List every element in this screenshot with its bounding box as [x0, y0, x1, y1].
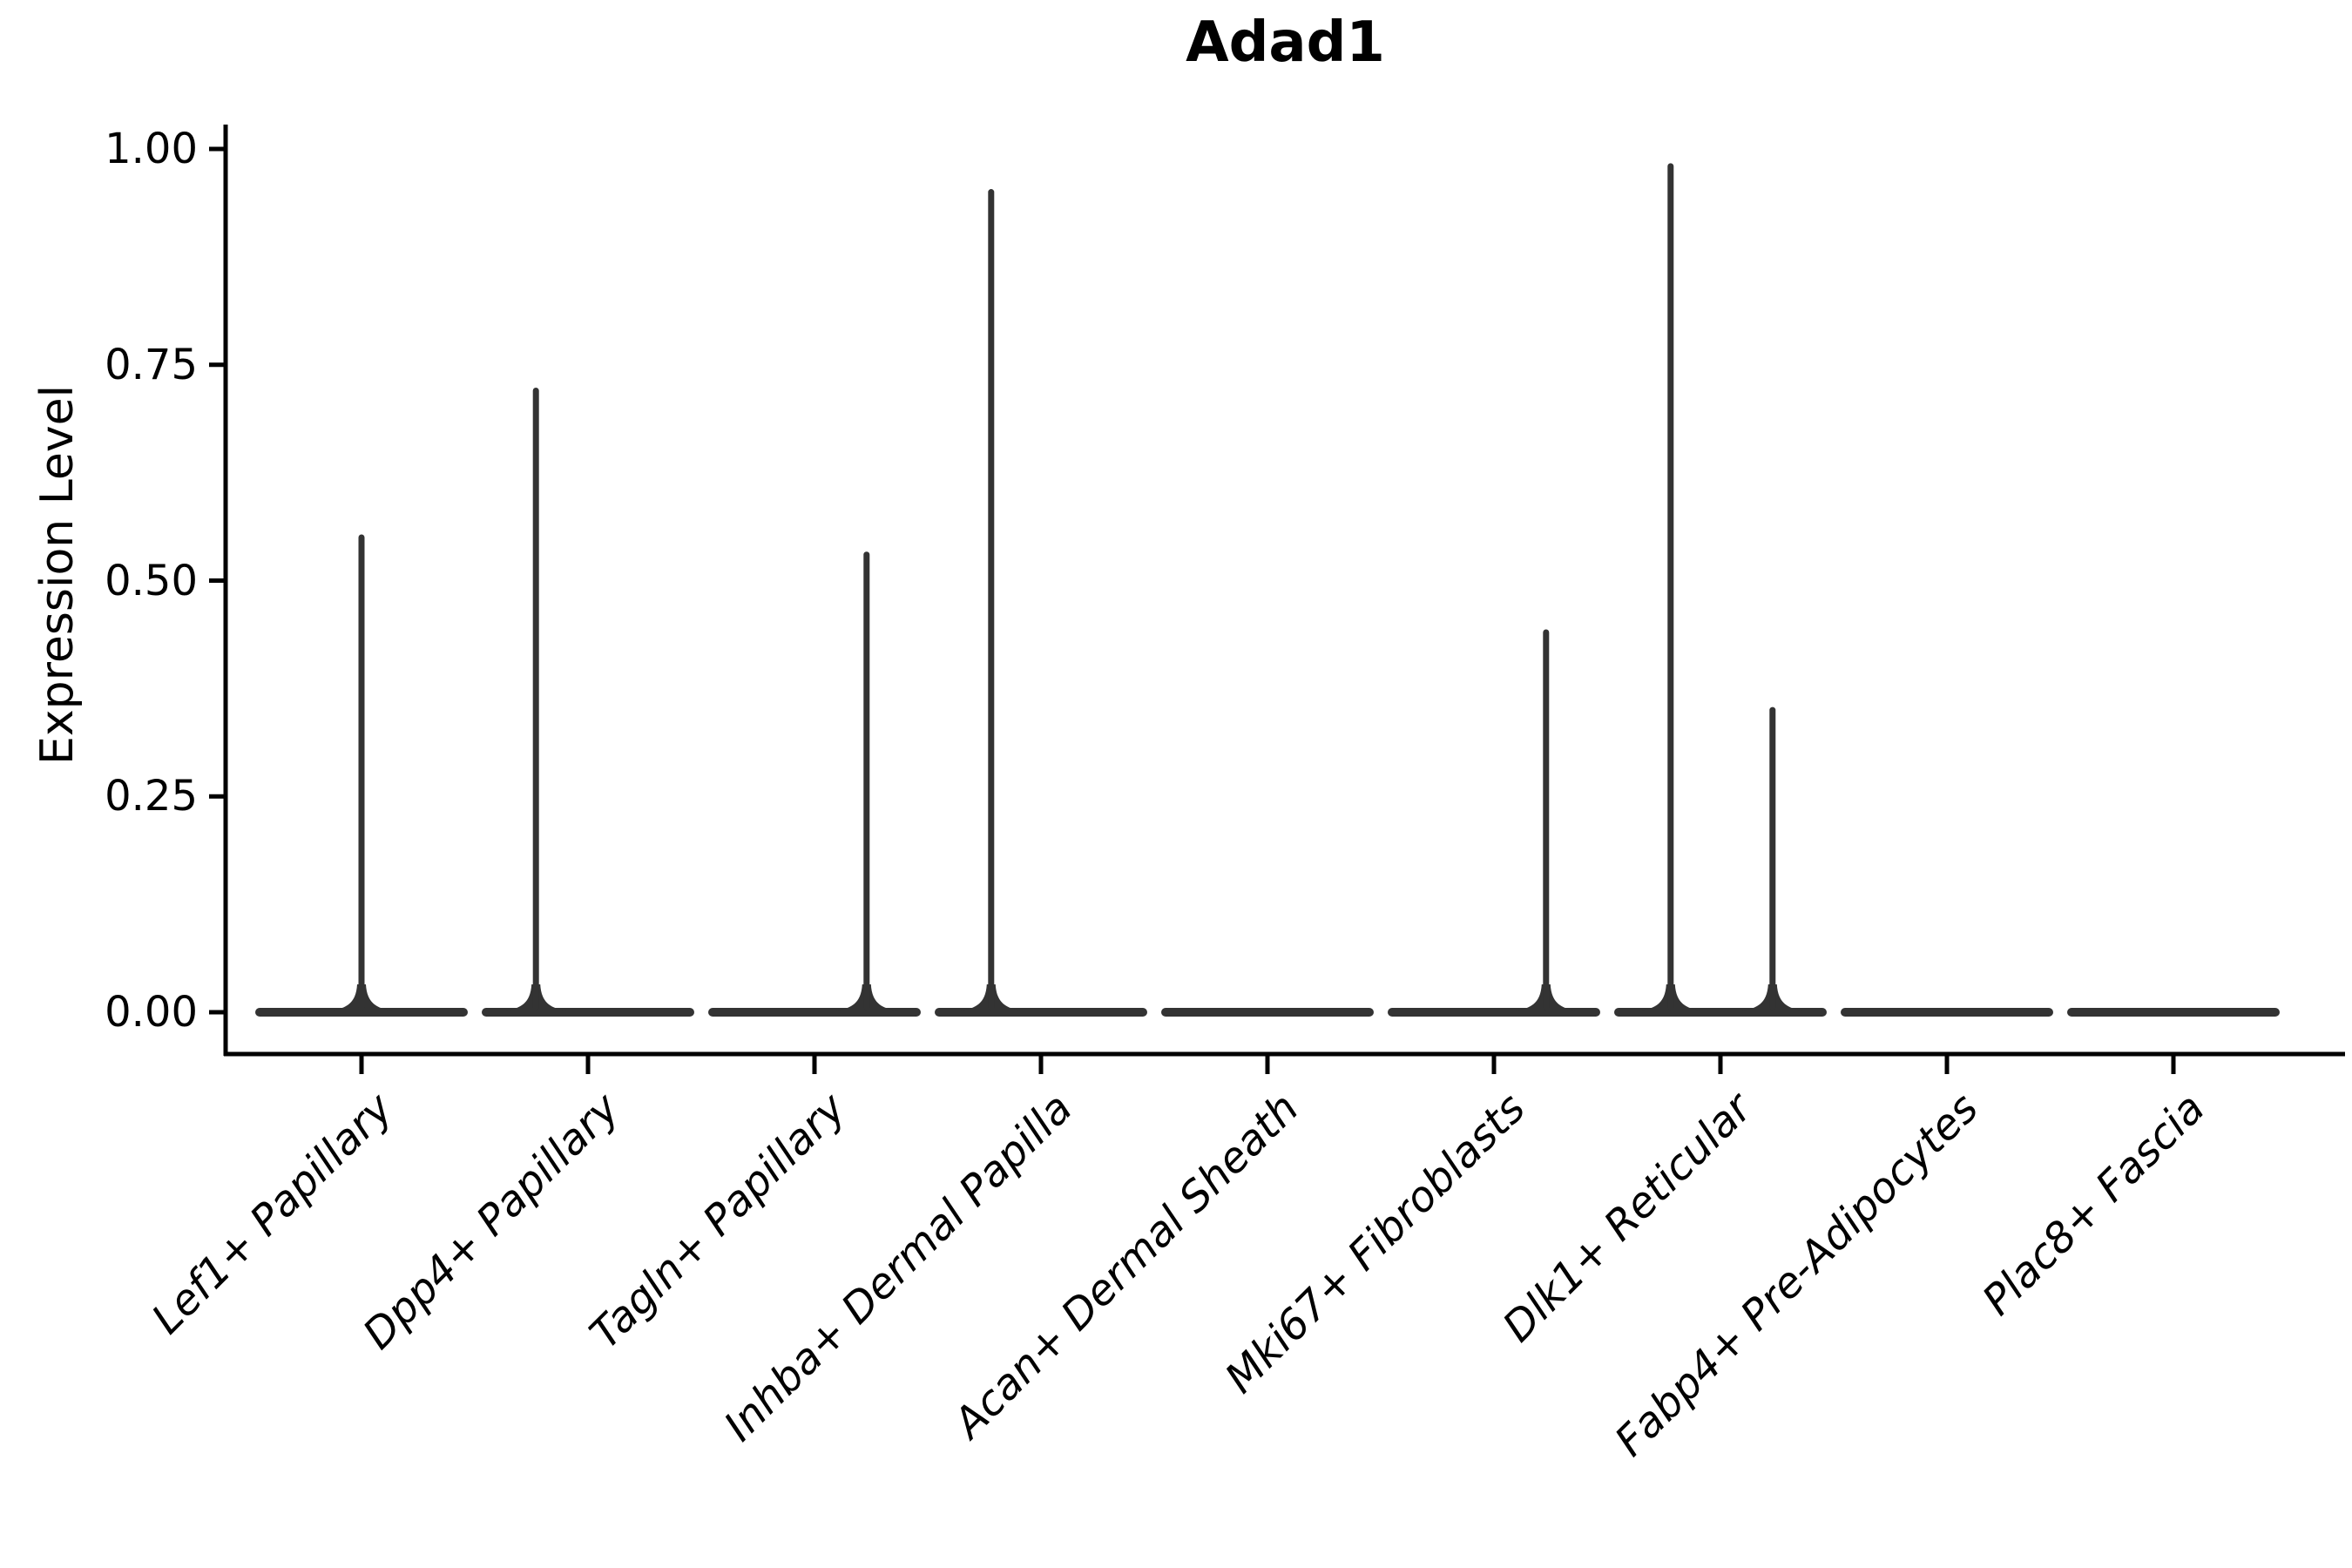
y-tick-label: 0.25 [105, 772, 198, 821]
y-tick-label: 1.00 [105, 125, 198, 173]
y-tick-label: 0.00 [105, 988, 198, 1037]
y-tick-label: 0.50 [105, 556, 198, 605]
chart-title: Adad1 [1186, 10, 1385, 75]
y-tick-label: 0.75 [105, 340, 198, 389]
